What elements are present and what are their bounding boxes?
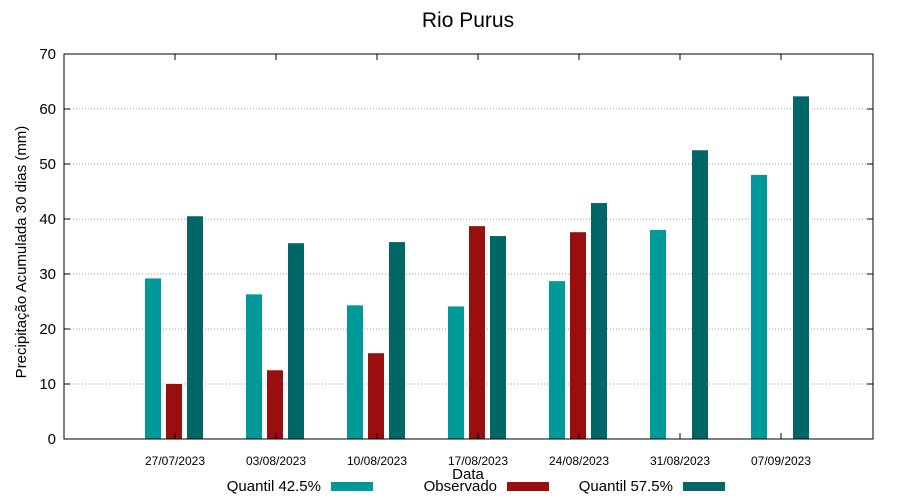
- chart-title: Rio Purus: [422, 9, 514, 32]
- bar: [448, 306, 464, 439]
- x-tick-label: 24/08/2023: [549, 454, 609, 468]
- x-axis-ticks: 27/07/2023 03/08/2023 10/08/2023 17/08/2023…: [145, 54, 811, 468]
- bar: [751, 175, 767, 439]
- bar: [549, 281, 565, 439]
- bar: [650, 230, 666, 439]
- bar: [166, 384, 182, 439]
- y-tick-label: 50: [39, 156, 56, 173]
- plot-frame: [63, 53, 874, 440]
- x-tick-label: 10/08/2023: [347, 454, 407, 468]
- x-tick-label: 27/07/2023: [145, 454, 205, 468]
- bar: [490, 236, 506, 439]
- bar: [246, 294, 262, 439]
- bar: [570, 232, 586, 439]
- y-tick-label: 40: [39, 211, 56, 228]
- bar: [267, 370, 283, 439]
- bar: [288, 243, 304, 439]
- y-tick-label: 20: [39, 321, 56, 338]
- legend-label: Observado: [424, 478, 497, 495]
- y-axis-label: Precipitação Acumulada 30 dias (mm): [13, 126, 30, 379]
- y-tick-label: 70: [39, 46, 56, 63]
- legend-label: Quantil 57.5%: [579, 478, 673, 495]
- legend-label: Quantil 42.5%: [227, 478, 321, 495]
- legend-swatch: [683, 482, 725, 491]
- bar: [793, 96, 809, 439]
- legend-swatch: [507, 482, 549, 491]
- bar: [389, 242, 405, 439]
- bars-group: [145, 96, 809, 439]
- bar: [187, 216, 203, 439]
- x-axis-label: Data: [452, 466, 484, 483]
- x-tick-label: 31/08/2023: [650, 454, 710, 468]
- y-axis-ticks: 0 10 20 30 40 50 60 70: [39, 46, 873, 448]
- y-tick-label: 30: [39, 266, 56, 283]
- x-tick-label: 03/08/2023: [246, 454, 306, 468]
- legend: Quantil 42.5% Observado Quantil 57.5%: [227, 478, 725, 495]
- bar: [145, 278, 161, 439]
- x-tick-label: 07/09/2023: [751, 454, 811, 468]
- bar: [347, 305, 363, 439]
- bar: [591, 203, 607, 439]
- bar: [368, 353, 384, 439]
- bar: [469, 226, 485, 439]
- y-tick-label: 10: [39, 376, 56, 393]
- legend-swatch: [331, 482, 373, 491]
- y-tick-label: 60: [39, 101, 56, 118]
- bar: [692, 150, 708, 439]
- x-tick-label: 17/08/2023: [448, 454, 508, 468]
- y-tick-label: 0: [48, 431, 56, 448]
